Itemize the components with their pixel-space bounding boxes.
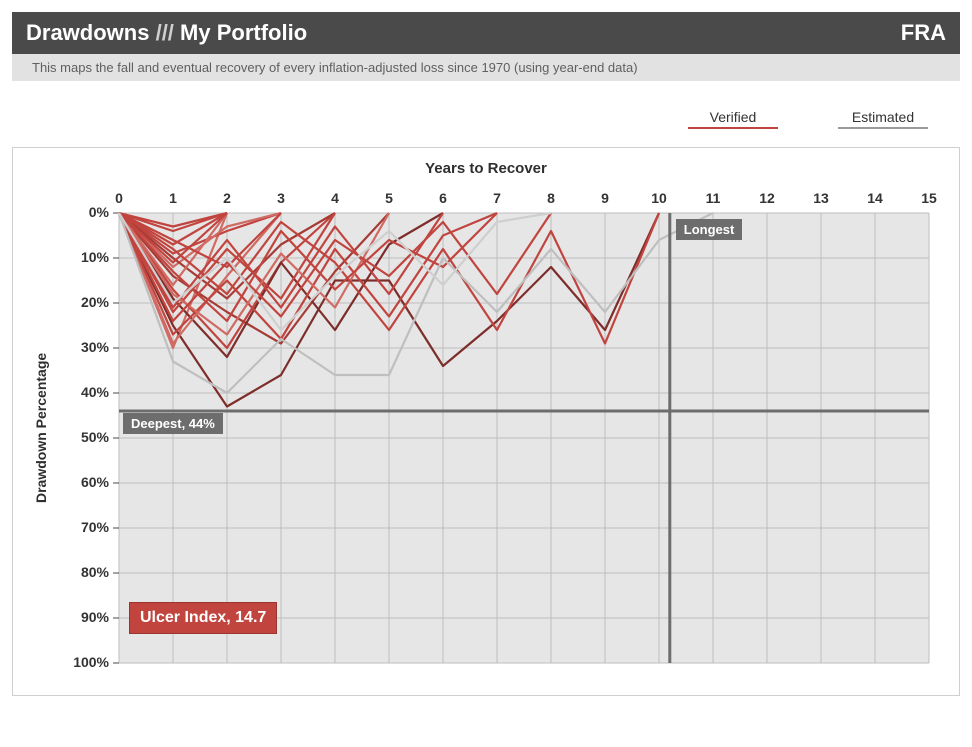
legend-estimated-swatch bbox=[838, 127, 928, 129]
svg-text:90%: 90% bbox=[81, 609, 110, 625]
title-separator: /// bbox=[149, 20, 180, 45]
svg-text:13: 13 bbox=[813, 190, 829, 206]
subtitle-bar: This maps the fall and eventual recovery… bbox=[12, 54, 960, 81]
svg-text:3: 3 bbox=[277, 190, 285, 206]
svg-text:80%: 80% bbox=[81, 564, 110, 580]
svg-text:20%: 20% bbox=[81, 294, 110, 310]
page-container: Drawdowns /// My Portfolio FRA This maps… bbox=[12, 12, 960, 696]
svg-text:70%: 70% bbox=[81, 519, 110, 535]
drawdown-chart: 01234567891011121314150%10%20%30%40%50%6… bbox=[49, 183, 939, 673]
svg-text:5: 5 bbox=[385, 190, 393, 206]
svg-text:2: 2 bbox=[223, 190, 231, 206]
legend-verified-label: Verified bbox=[710, 109, 757, 125]
title-suffix: My Portfolio bbox=[180, 20, 307, 45]
svg-text:0: 0 bbox=[115, 190, 123, 206]
svg-text:15: 15 bbox=[921, 190, 937, 206]
legend-estimated-label: Estimated bbox=[852, 109, 914, 125]
deepest-label: Deepest, 44% bbox=[123, 413, 223, 434]
legend-verified-swatch bbox=[688, 127, 778, 129]
title-prefix: Drawdowns bbox=[26, 20, 149, 45]
svg-text:8: 8 bbox=[547, 190, 555, 206]
ulcer-index-label: Ulcer Index, 14.7 bbox=[129, 602, 277, 634]
svg-text:11: 11 bbox=[706, 190, 721, 206]
y-axis-title: Drawdown Percentage bbox=[27, 183, 49, 673]
svg-text:100%: 100% bbox=[73, 654, 109, 670]
chart-card: Years to Recover Drawdown Percentage 012… bbox=[12, 147, 960, 696]
svg-text:6: 6 bbox=[439, 190, 447, 206]
legend-verified: Verified bbox=[688, 109, 778, 129]
legend-estimated: Estimated bbox=[838, 109, 928, 129]
x-axis-title: Years to Recover bbox=[27, 160, 945, 177]
chart-legend: Verified Estimated bbox=[12, 109, 960, 129]
svg-text:60%: 60% bbox=[81, 474, 110, 490]
svg-text:4: 4 bbox=[331, 190, 339, 206]
country-code: FRA bbox=[901, 20, 946, 46]
svg-text:14: 14 bbox=[867, 190, 883, 206]
svg-text:12: 12 bbox=[759, 190, 775, 206]
header-bar: Drawdowns /// My Portfolio FRA bbox=[12, 12, 960, 54]
svg-text:9: 9 bbox=[601, 190, 609, 206]
svg-text:50%: 50% bbox=[81, 429, 110, 445]
longest-label: Longest bbox=[676, 219, 743, 240]
svg-text:0%: 0% bbox=[89, 204, 110, 220]
page-title: Drawdowns /// My Portfolio bbox=[26, 20, 307, 46]
svg-text:30%: 30% bbox=[81, 339, 110, 355]
svg-text:10%: 10% bbox=[81, 249, 110, 265]
svg-text:1: 1 bbox=[169, 190, 177, 206]
svg-text:10: 10 bbox=[651, 190, 667, 206]
svg-text:7: 7 bbox=[493, 190, 501, 206]
svg-text:40%: 40% bbox=[81, 384, 110, 400]
